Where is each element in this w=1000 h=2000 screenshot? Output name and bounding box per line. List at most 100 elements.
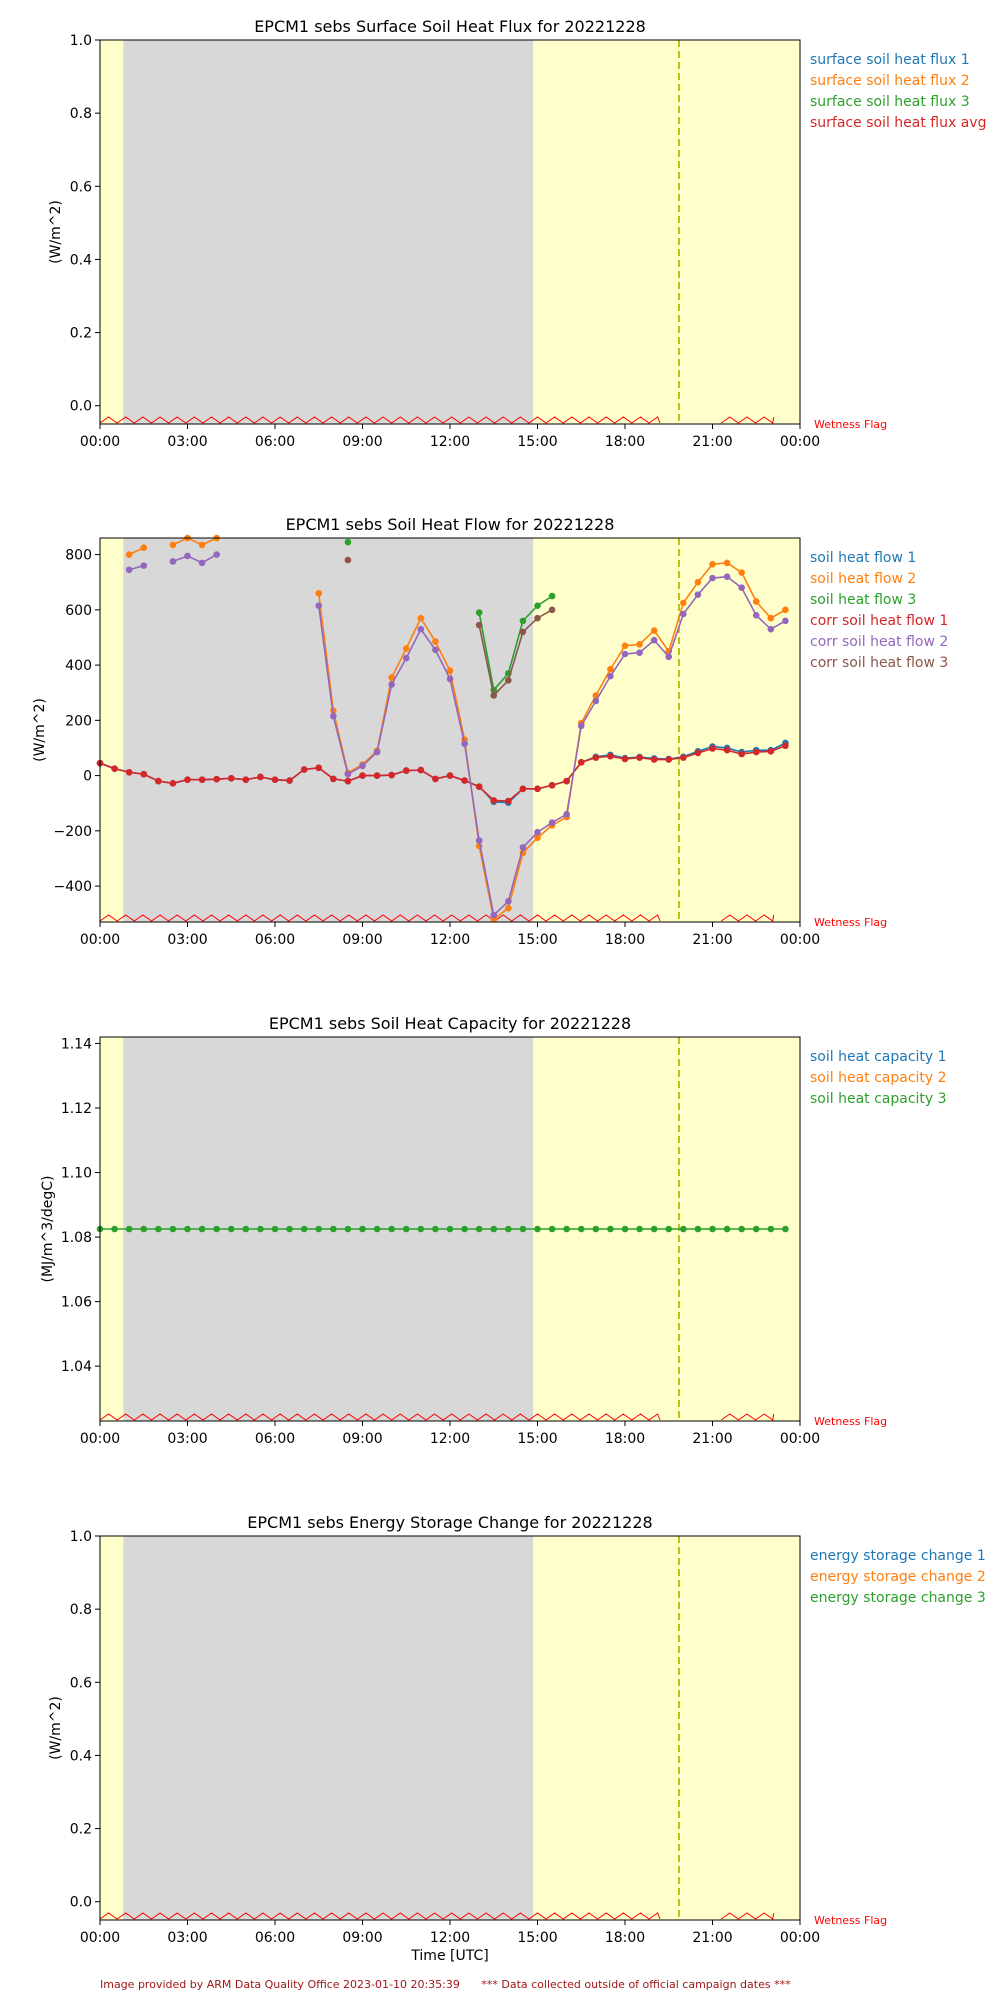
x-tick-label: 15:00 bbox=[517, 1930, 557, 1946]
wetness-flag-marks bbox=[720, 914, 775, 922]
data-point bbox=[402, 767, 410, 774]
y-axis-label: (MJ/m^3/degC) bbox=[40, 1175, 56, 1282]
data-point bbox=[155, 1225, 162, 1233]
data-point bbox=[519, 617, 527, 625]
y-tick-label: 1.08 bbox=[61, 1230, 92, 1246]
data-point bbox=[432, 1225, 439, 1233]
chart-panel-4: Wetness Flag 0.0 0.2 0.4 0.6 0.8 1.0 00:00 03:00… bbox=[48, 1513, 986, 1964]
data-point bbox=[563, 810, 570, 818]
data-point bbox=[738, 569, 745, 576]
data-point bbox=[534, 834, 541, 842]
x-axis-label: Time [UTC] bbox=[410, 1948, 488, 1964]
y-tick-label: 0.6 bbox=[70, 179, 92, 195]
x-tick-label: 21:00 bbox=[692, 434, 732, 450]
wetness-flag-label: Wetness Flag bbox=[814, 1415, 887, 1428]
data-point bbox=[767, 614, 775, 622]
data-point bbox=[592, 697, 600, 705]
data-point bbox=[665, 756, 673, 763]
data-point bbox=[680, 610, 687, 618]
data-point bbox=[344, 770, 352, 778]
chart-title: EPCM1 sebs Soil Heat Flow for 20221228 bbox=[286, 515, 615, 534]
data-point bbox=[198, 541, 206, 549]
chart-title: EPCM1 sebs Energy Storage Change for 202… bbox=[247, 1513, 652, 1532]
data-point bbox=[636, 641, 643, 648]
chart-panel-1: Wetness Flag 0.0 0.2 0.4 0.6 0.8 1.0 00:00 03:00… bbox=[48, 17, 986, 450]
data-point bbox=[125, 1225, 133, 1233]
x-tick-label: 18:00 bbox=[605, 434, 645, 450]
data-point bbox=[359, 1225, 366, 1233]
x-tick-label: 00:00 bbox=[80, 1431, 120, 1447]
data-point bbox=[198, 1225, 206, 1233]
data-point bbox=[650, 756, 658, 763]
x-tick-label: 00:00 bbox=[80, 1930, 120, 1946]
legend-entry: soil heat capacity 2 bbox=[810, 1070, 947, 1086]
legend-entry: soil heat capacity 3 bbox=[810, 1091, 947, 1107]
data-point bbox=[607, 1225, 614, 1233]
data-point bbox=[577, 1225, 585, 1233]
data-point bbox=[505, 1225, 512, 1233]
data-point bbox=[330, 1225, 337, 1233]
data-point bbox=[140, 544, 148, 551]
data-point bbox=[257, 1225, 264, 1233]
data-point bbox=[592, 1225, 600, 1233]
y-tick-label: 0.2 bbox=[70, 326, 92, 342]
data-point bbox=[388, 674, 395, 681]
data-point bbox=[125, 768, 133, 776]
y-tick-label: 1.10 bbox=[61, 1166, 92, 1182]
legend-entry: soil heat flow 2 bbox=[810, 571, 916, 587]
y-tick-label: 800 bbox=[65, 548, 92, 564]
wetness-flag-label: Wetness Flag bbox=[814, 418, 887, 431]
data-point bbox=[373, 772, 381, 779]
data-point bbox=[723, 1225, 731, 1233]
footer-credit: Image provided by ARM Data Quality Offic… bbox=[100, 1978, 460, 1991]
data-point bbox=[169, 780, 177, 787]
data-point bbox=[169, 558, 177, 565]
data-point bbox=[446, 667, 454, 674]
x-tick-label: 21:00 bbox=[692, 1431, 732, 1447]
data-point bbox=[680, 754, 687, 761]
data-point bbox=[519, 785, 527, 793]
data-point bbox=[752, 1225, 760, 1233]
y-tick-label: 1.06 bbox=[61, 1295, 92, 1311]
data-point bbox=[417, 766, 425, 774]
x-tick-label: 09:00 bbox=[342, 932, 382, 948]
data-point bbox=[607, 752, 614, 760]
data-point bbox=[446, 1225, 454, 1233]
data-point bbox=[490, 692, 498, 699]
x-tick-label: 03:00 bbox=[167, 1930, 207, 1946]
data-point bbox=[402, 654, 410, 662]
legend-entry: energy storage change 3 bbox=[810, 1590, 986, 1606]
data-point bbox=[665, 1225, 673, 1233]
data-point bbox=[184, 552, 191, 560]
data-point bbox=[344, 538, 352, 546]
y-tick-label: −400 bbox=[54, 879, 92, 895]
y-tick-label: 1.0 bbox=[70, 33, 92, 49]
data-point bbox=[300, 766, 308, 773]
data-point bbox=[636, 649, 643, 656]
data-point bbox=[330, 712, 337, 720]
x-tick-label: 03:00 bbox=[167, 434, 207, 450]
y-tick-label: 0.6 bbox=[70, 1675, 92, 1691]
x-tick-label: 00:00 bbox=[780, 1431, 820, 1447]
data-point bbox=[388, 681, 395, 688]
data-point bbox=[752, 748, 760, 756]
wetness-flag-marks bbox=[99, 914, 661, 922]
data-point bbox=[505, 676, 512, 684]
data-point bbox=[475, 621, 483, 629]
data-point bbox=[650, 1225, 658, 1233]
footer: Image provided by ARM Data Quality Offic… bbox=[100, 1978, 809, 1991]
wetness-flag-marks bbox=[720, 1413, 775, 1421]
x-tick-label: 03:00 bbox=[167, 932, 207, 948]
data-point bbox=[534, 828, 541, 836]
data-point bbox=[315, 1225, 323, 1233]
wetness-flag-label: Wetness Flag bbox=[814, 916, 887, 929]
y-axis-label: (W/m^2) bbox=[48, 1696, 64, 1760]
data-point bbox=[140, 562, 148, 569]
data-point bbox=[505, 797, 512, 805]
data-point bbox=[519, 1225, 527, 1233]
x-tick-label: 18:00 bbox=[605, 932, 645, 948]
data-point bbox=[227, 1225, 235, 1233]
legend-entry: surface soil heat flux avg bbox=[810, 115, 986, 131]
data-point bbox=[709, 574, 716, 582]
series-corr-soil-heat-flow-1 bbox=[96, 742, 789, 805]
